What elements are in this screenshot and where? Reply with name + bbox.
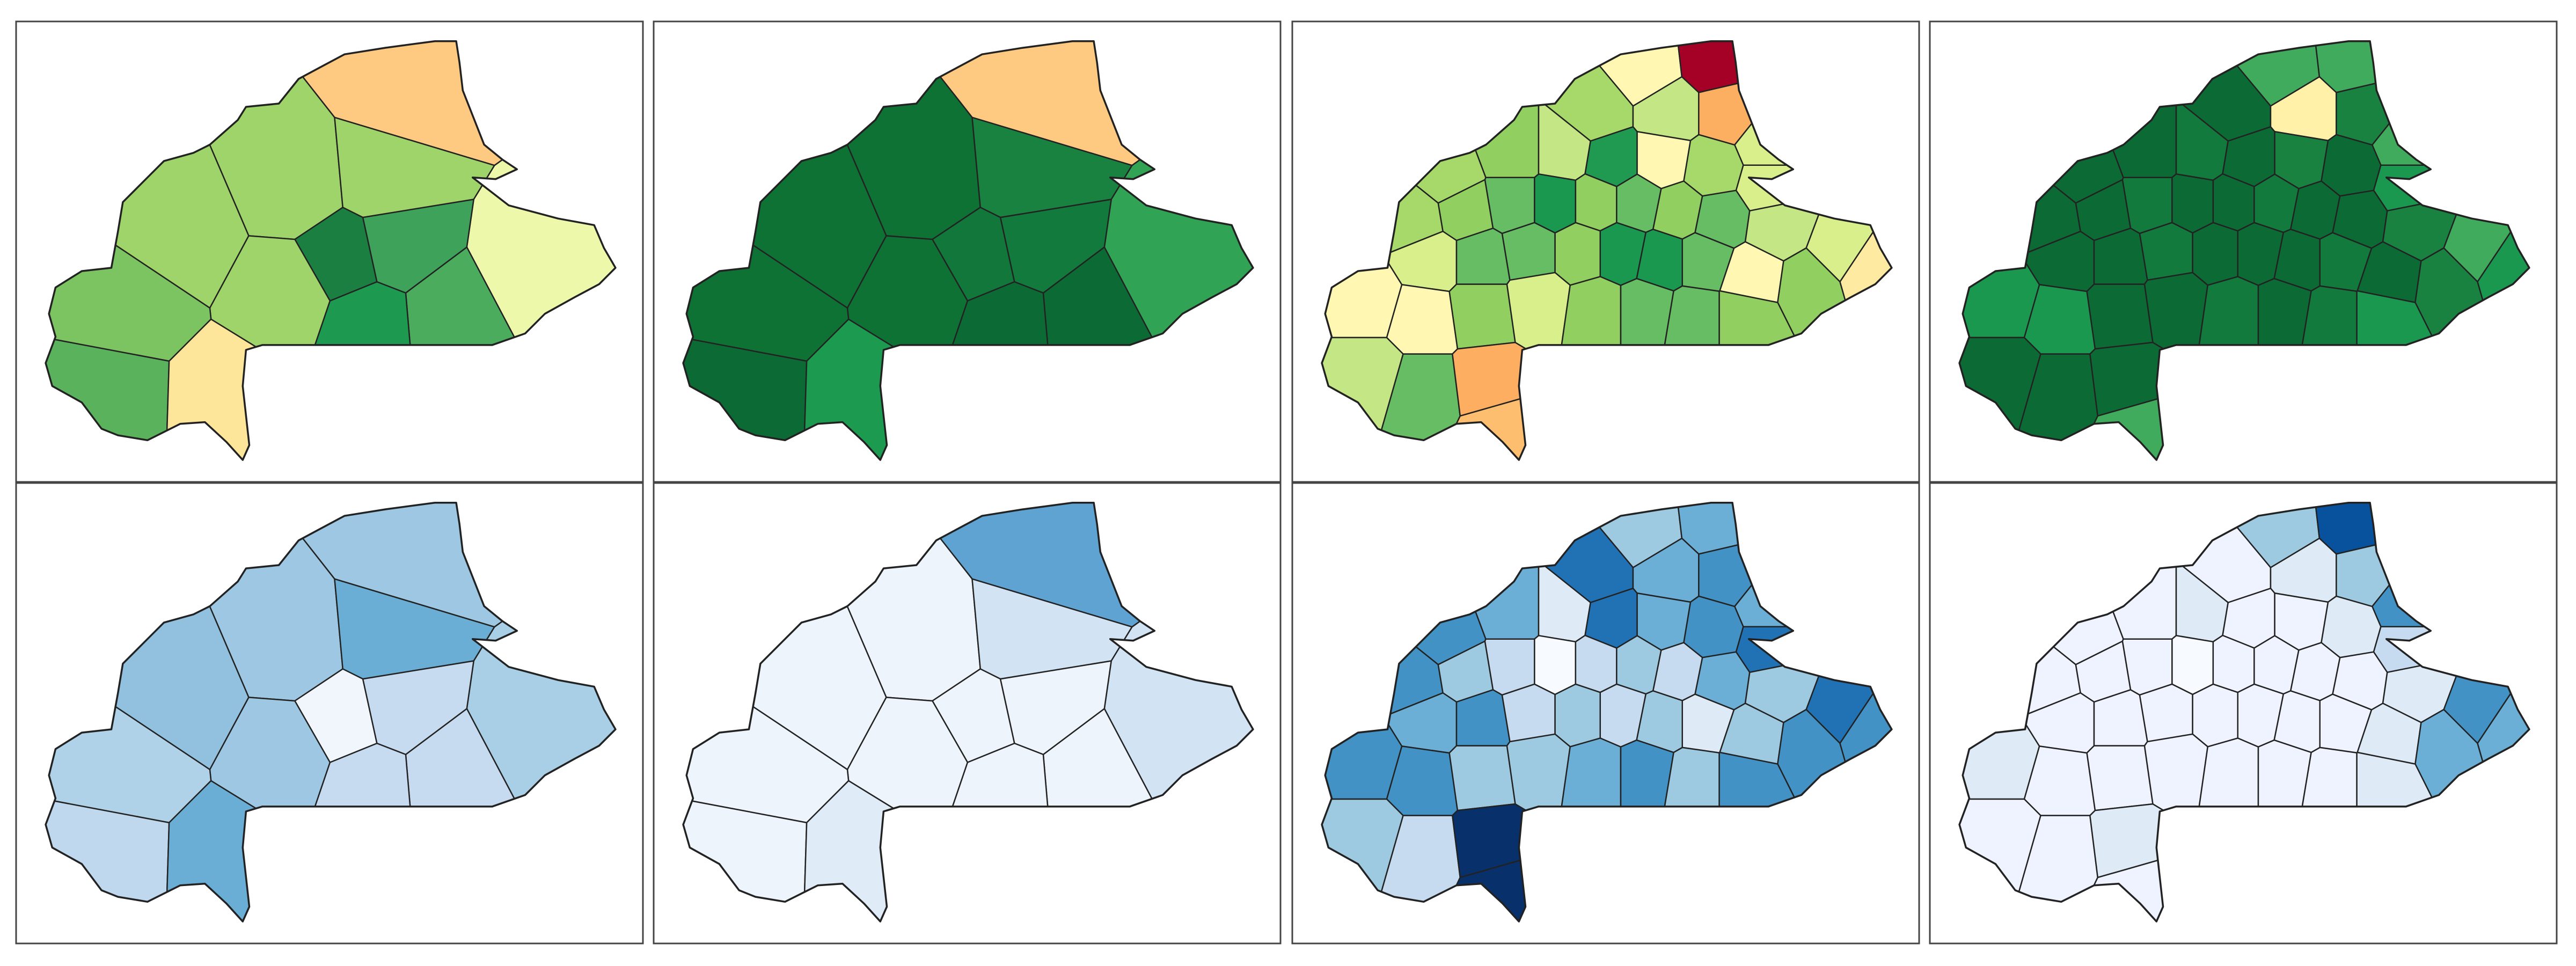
region bbox=[1555, 223, 1600, 286]
country-border bbox=[46, 503, 616, 921]
country-border bbox=[683, 503, 1253, 921]
country-border bbox=[46, 41, 616, 460]
region bbox=[1000, 200, 1111, 293]
country-border bbox=[1959, 503, 2529, 921]
region bbox=[1450, 746, 1516, 810]
region bbox=[363, 661, 474, 755]
region bbox=[1534, 635, 1576, 694]
country-border bbox=[683, 41, 1253, 460]
region bbox=[2140, 684, 2193, 742]
region bbox=[363, 200, 474, 293]
region bbox=[1450, 284, 1516, 349]
region bbox=[2172, 635, 2213, 694]
country-border bbox=[1322, 503, 1892, 921]
region bbox=[2172, 174, 2213, 233]
region bbox=[1000, 661, 1111, 755]
region bbox=[1502, 223, 1555, 280]
region bbox=[2087, 284, 2153, 349]
region bbox=[1555, 684, 1600, 747]
region bbox=[1534, 174, 1576, 233]
country-border bbox=[1322, 41, 1892, 460]
country-border bbox=[1959, 41, 2529, 460]
region bbox=[2087, 746, 2153, 810]
region bbox=[2193, 684, 2238, 747]
region bbox=[2193, 223, 2238, 286]
region bbox=[2140, 223, 2193, 280]
region bbox=[1502, 684, 1555, 742]
